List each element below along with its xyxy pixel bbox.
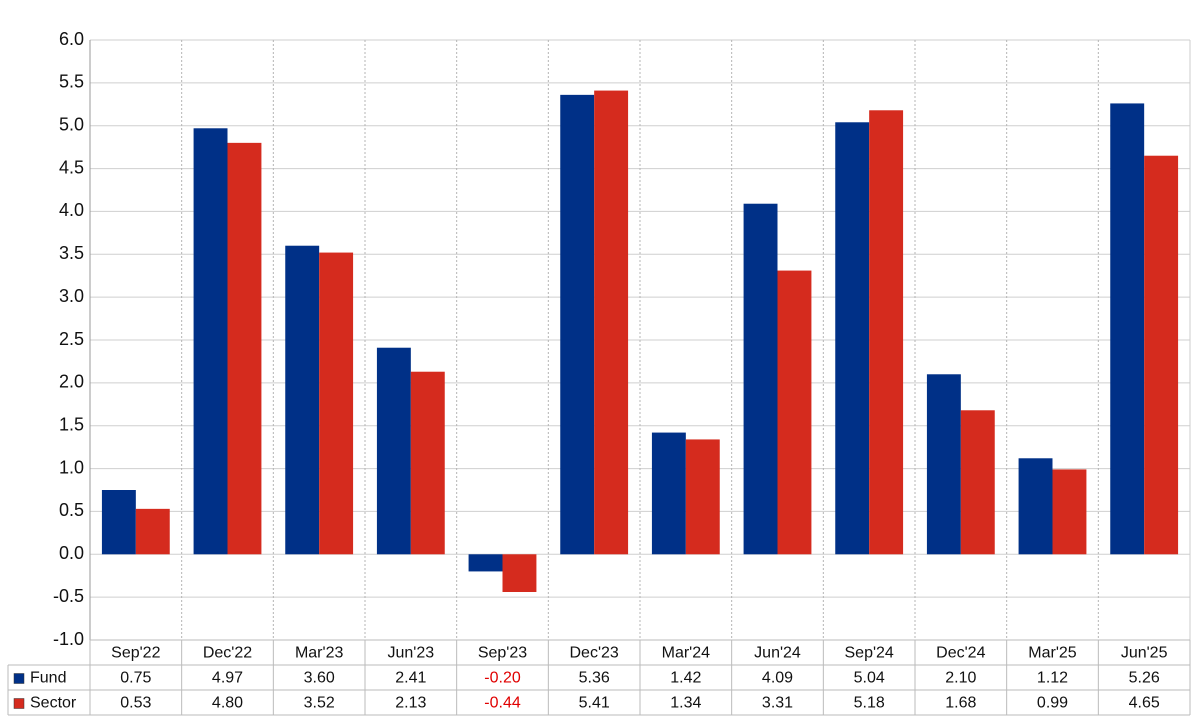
table-value: 5.36: [579, 670, 610, 687]
bar: [193, 128, 228, 555]
bar: [319, 252, 354, 555]
bar: [685, 439, 720, 555]
bar: [227, 142, 262, 555]
x-tick-label: Mar'24: [662, 645, 711, 662]
bar: [135, 508, 170, 555]
bar: [502, 554, 537, 592]
table-value: 1.42: [670, 670, 701, 687]
bar: [285, 245, 320, 555]
table-value: 3.52: [304, 695, 335, 712]
table-value: 5.18: [854, 695, 885, 712]
y-tick-label: 4.0: [59, 200, 84, 220]
y-tick-label: 5.5: [59, 72, 84, 92]
bar: [1110, 103, 1145, 555]
x-tick-label: Dec'22: [203, 645, 252, 662]
bar: [468, 554, 503, 572]
table-value: 0.53: [120, 695, 151, 712]
bar: [869, 110, 904, 555]
bar: [651, 432, 686, 555]
table-value: 3.31: [762, 695, 793, 712]
x-tick-label: Mar'23: [295, 645, 344, 662]
x-tick-label: Dec'24: [936, 645, 985, 662]
table-value: 2.10: [945, 670, 976, 687]
bar: [101, 490, 136, 555]
bar: [777, 270, 812, 555]
bar: [594, 90, 629, 555]
x-tick-label: Mar'25: [1028, 645, 1077, 662]
table-value: 1.34: [670, 695, 701, 712]
bar: [743, 203, 778, 555]
y-tick-label: 2.0: [59, 372, 84, 392]
bar: [1052, 469, 1087, 555]
table-value: -0.44: [484, 695, 521, 712]
bar: [1144, 155, 1179, 555]
y-tick-label: 2.5: [59, 329, 84, 349]
y-tick-label: 6.0: [59, 29, 84, 49]
table-value: 5.41: [579, 695, 610, 712]
table-value: 3.60: [304, 670, 335, 687]
legend-swatch: [13, 698, 25, 709]
x-tick-label: Jun'23: [388, 645, 435, 662]
x-tick-label: Dec'23: [570, 645, 619, 662]
y-tick-label: -0.5: [53, 586, 84, 606]
table-value: 2.13: [395, 695, 426, 712]
y-tick-label: 3.5: [59, 243, 84, 263]
bar: [1018, 458, 1053, 555]
bar: [960, 410, 995, 555]
bar: [560, 94, 595, 555]
x-tick-label: Sep'22: [111, 645, 160, 662]
y-tick-label: 0.0: [59, 543, 84, 563]
x-tick-label: Jun'25: [1121, 645, 1168, 662]
y-tick-label: -1.0: [53, 629, 84, 649]
legend-label: Sector: [30, 695, 77, 712]
table-value: 0.99: [1037, 695, 1068, 712]
bar: [926, 374, 961, 555]
x-tick-label: Sep'23: [478, 645, 527, 662]
table-value: 4.65: [1129, 695, 1160, 712]
x-tick-label: Sep'24: [845, 645, 894, 662]
bar: [410, 371, 445, 555]
y-tick-label: 1.0: [59, 457, 84, 477]
table-value: 4.09: [762, 670, 793, 687]
table-value: 5.26: [1129, 670, 1160, 687]
y-tick-label: 4.5: [59, 157, 84, 177]
table-value: 2.41: [395, 670, 426, 687]
table-value: 4.80: [212, 695, 243, 712]
y-tick-label: 0.5: [59, 500, 84, 520]
table-value: 0.75: [120, 670, 151, 687]
table-value: 1.68: [945, 695, 976, 712]
legend-label: Fund: [30, 670, 66, 687]
table-value: -0.20: [484, 670, 521, 687]
y-tick-label: 5.0: [59, 114, 84, 134]
legend-swatch: [13, 673, 25, 684]
y-tick-label: 1.5: [59, 414, 84, 434]
y-tick-label: 3.0: [59, 286, 84, 306]
x-tick-label: Jun'24: [754, 645, 801, 662]
bar: [835, 122, 870, 555]
table-value: 1.12: [1037, 670, 1068, 687]
bar: [376, 347, 411, 555]
table-value: 5.04: [854, 670, 885, 687]
table-value: 4.97: [212, 670, 243, 687]
